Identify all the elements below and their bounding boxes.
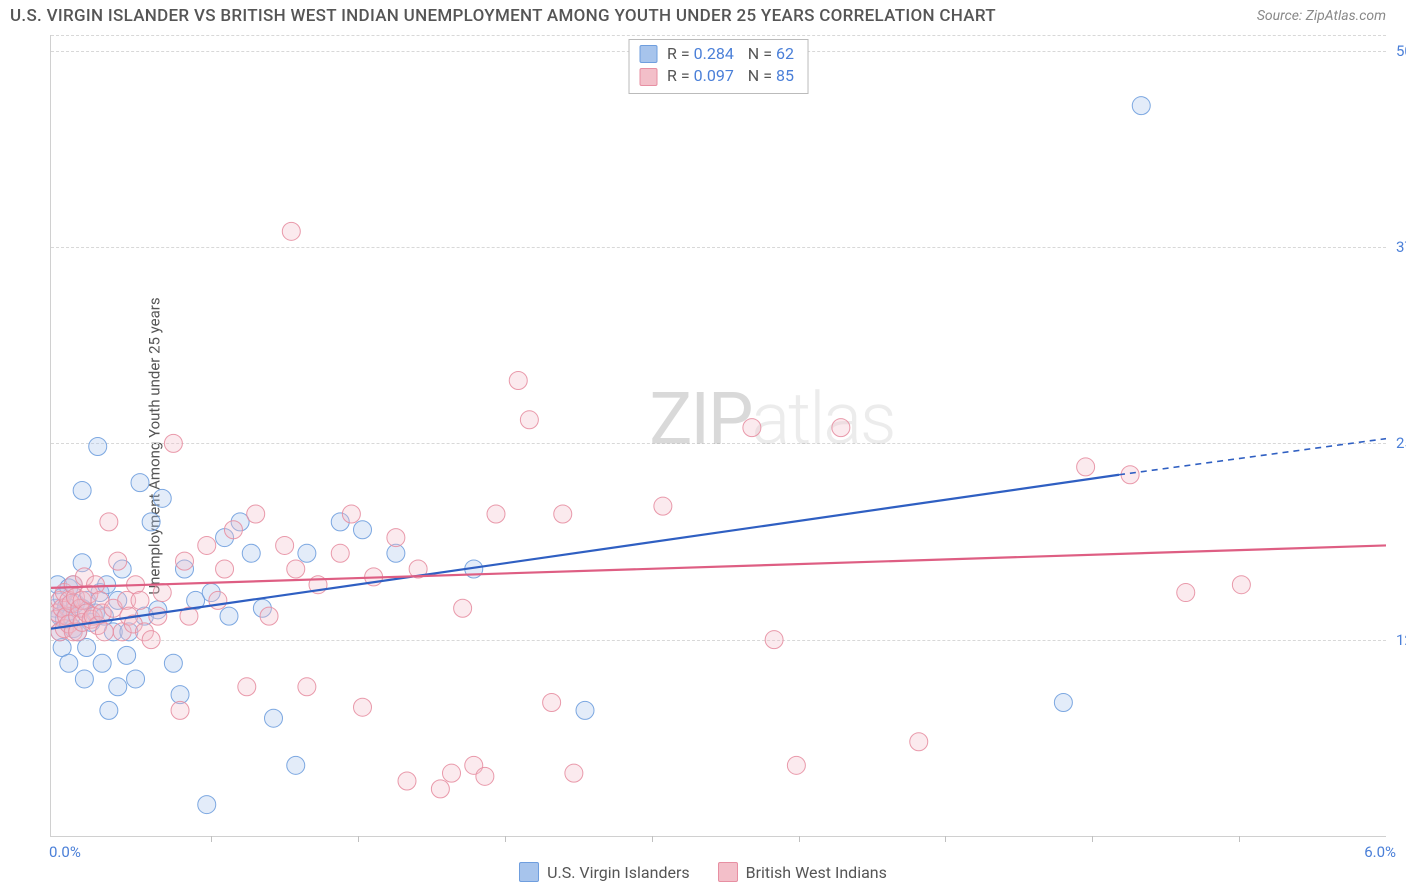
data-point [164, 434, 182, 452]
x-tick [945, 836, 946, 842]
data-point [476, 767, 494, 785]
data-point [543, 694, 561, 712]
corr-row: R=0.284 N=62 [639, 43, 794, 65]
data-point [247, 505, 265, 523]
scatter-svg [51, 35, 1386, 836]
data-point [153, 584, 171, 602]
data-point [198, 796, 216, 814]
data-point [454, 599, 472, 617]
data-point [89, 437, 107, 455]
data-point [60, 654, 78, 672]
y-tick-label: 12.5% [1396, 631, 1406, 649]
data-point [743, 419, 761, 437]
data-point [93, 654, 111, 672]
data-point [431, 780, 449, 798]
data-point [354, 698, 372, 716]
data-point [487, 505, 505, 523]
data-point [242, 544, 260, 562]
data-point [176, 552, 194, 570]
x-tick [652, 836, 653, 842]
data-point [298, 678, 316, 696]
data-point [118, 646, 136, 664]
plot-area: R=0.284 N=62 R=0.097 N=85 ZIPatlas 0.0% … [50, 35, 1386, 837]
data-point [220, 607, 238, 625]
swatch-icon [519, 862, 539, 882]
x-max-label: 6.0% [1364, 843, 1396, 861]
x-tick [799, 836, 800, 842]
data-point [276, 536, 294, 554]
data-point [342, 505, 360, 523]
data-point [287, 756, 305, 774]
data-point [216, 560, 234, 578]
legend-item: U.S. Virgin Islanders [519, 862, 690, 882]
data-point [198, 536, 216, 554]
data-point [654, 497, 672, 515]
x-min-label: 0.0% [49, 843, 81, 861]
data-point [1132, 97, 1150, 115]
data-point [238, 678, 256, 696]
data-point [209, 591, 227, 609]
data-point [832, 419, 850, 437]
data-point [142, 631, 160, 649]
data-point [78, 639, 96, 657]
data-point [331, 544, 349, 562]
data-point [1054, 694, 1072, 712]
data-point [520, 411, 538, 429]
correlation-legend: R=0.284 N=62 R=0.097 N=85 [628, 39, 809, 94]
swatch-icon [639, 45, 657, 63]
legend-item: British West Indians [718, 862, 887, 882]
data-point [164, 654, 182, 672]
corr-row: R=0.097 N=85 [639, 65, 794, 87]
data-point [509, 372, 527, 390]
data-point [131, 474, 149, 492]
data-point [75, 670, 93, 688]
data-point [153, 489, 171, 507]
x-tick [211, 836, 212, 842]
x-tick [1239, 836, 1240, 842]
data-point [282, 222, 300, 240]
data-point [787, 756, 805, 774]
swatch-icon [718, 862, 738, 882]
data-point [554, 505, 572, 523]
data-point [109, 678, 127, 696]
regression-line-extrapolated [1119, 439, 1386, 475]
data-point [87, 576, 105, 594]
data-point [224, 521, 242, 539]
data-point [765, 631, 783, 649]
data-point [298, 544, 316, 562]
chart-title: U.S. VIRGIN ISLANDER VS BRITISH WEST IND… [10, 6, 996, 26]
data-point [287, 560, 305, 578]
swatch-icon [639, 68, 657, 86]
data-point [1177, 584, 1195, 602]
y-tick-label: 50.0% [1396, 42, 1406, 60]
data-point [131, 591, 149, 609]
data-point [576, 701, 594, 719]
data-point [398, 772, 416, 790]
y-tick-label: 25.0% [1396, 434, 1406, 452]
data-point [95, 623, 113, 641]
data-point [260, 607, 278, 625]
data-point [910, 733, 928, 751]
x-tick [358, 836, 359, 842]
data-point [109, 552, 127, 570]
data-point [1232, 576, 1250, 594]
data-point [354, 521, 372, 539]
y-tick-label: 37.5% [1396, 238, 1406, 256]
bottom-legend: U.S. Virgin Islanders British West India… [0, 862, 1406, 882]
data-point [149, 607, 167, 625]
data-point [171, 701, 189, 719]
data-point [1077, 458, 1095, 476]
data-point [100, 701, 118, 719]
data-point [127, 670, 145, 688]
data-point [387, 529, 405, 547]
data-point [142, 513, 160, 531]
x-tick [1092, 836, 1093, 842]
data-point [265, 709, 283, 727]
source-attribution: Source: ZipAtlas.com [1257, 8, 1386, 24]
x-tick [505, 836, 506, 842]
data-point [443, 764, 461, 782]
data-point [100, 513, 118, 531]
data-point [565, 764, 583, 782]
data-point [73, 481, 91, 499]
